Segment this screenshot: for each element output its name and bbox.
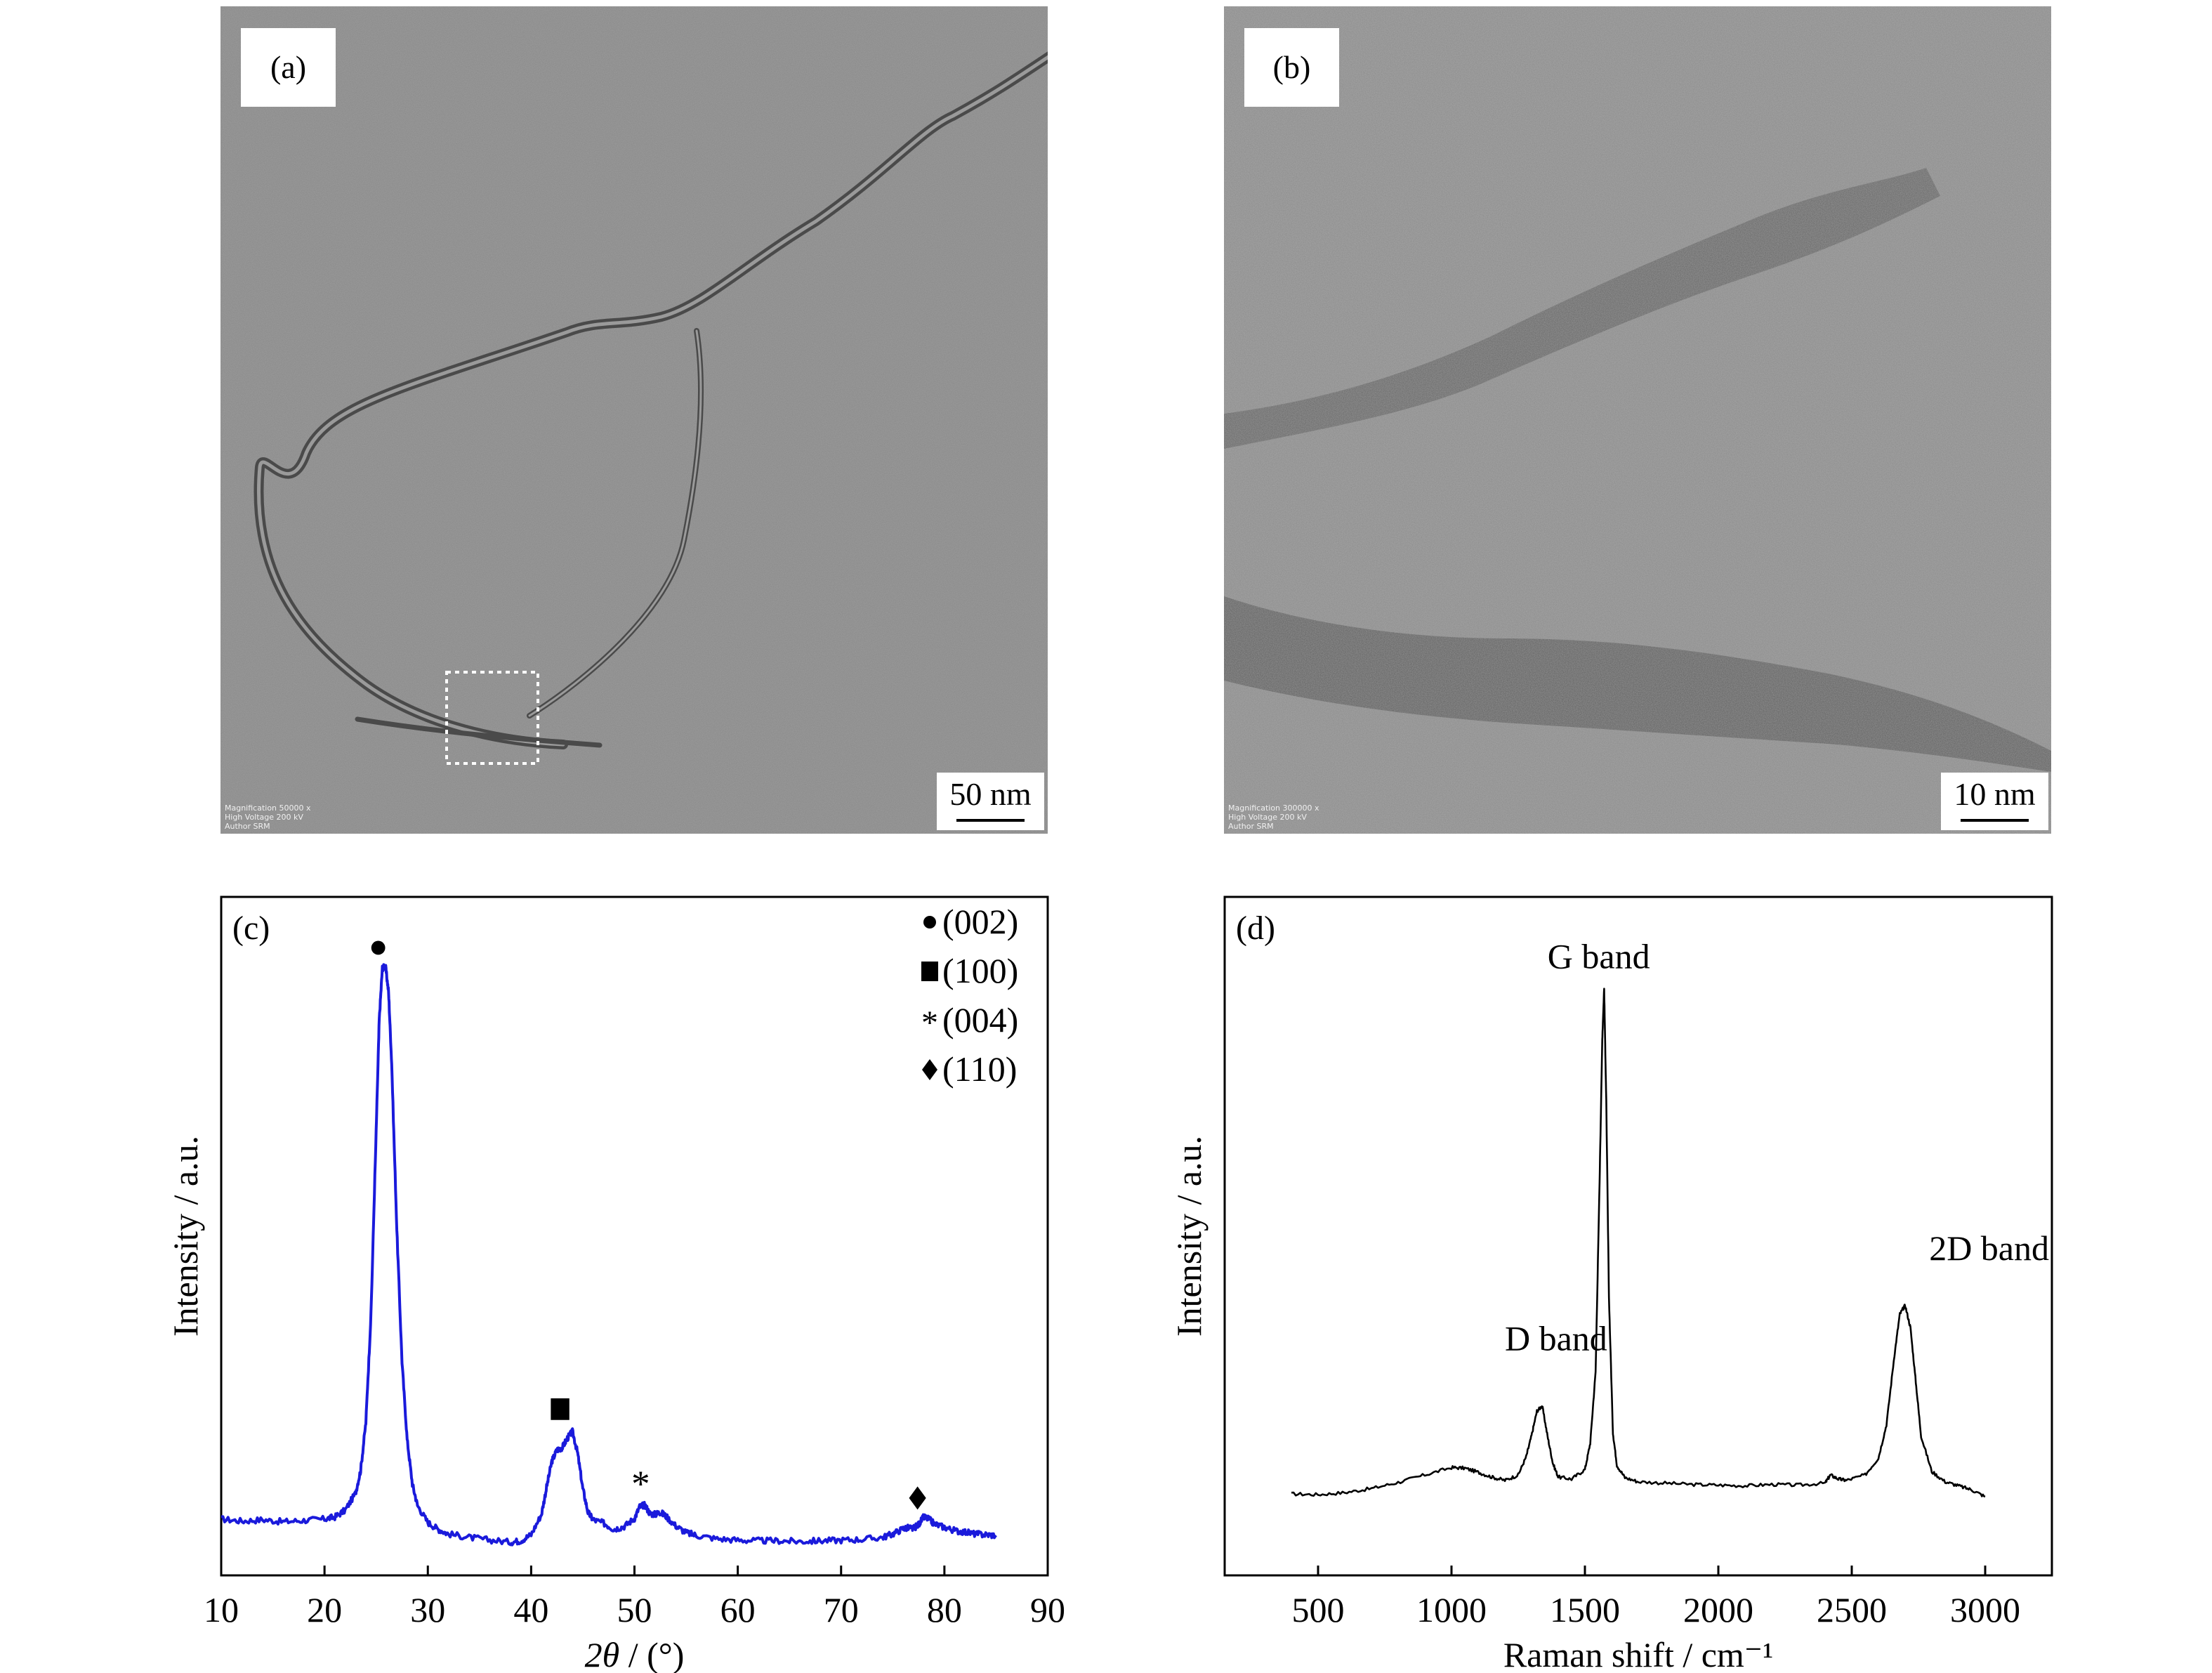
legend-symbol-diamond bbox=[922, 1059, 937, 1080]
x-tick-label-d: 3000 bbox=[1950, 1590, 2020, 1629]
chart-d: 500 1000 1500 2000 2500 3000 Raman shift / cm⁻… bbox=[1169, 895, 2053, 1673]
series-line-d bbox=[1291, 988, 1986, 1498]
y-axis-label-c: Intensity / a.u. bbox=[166, 1136, 205, 1337]
x-tick-label-d: 2000 bbox=[1683, 1590, 1753, 1629]
tem-image-a bbox=[220, 6, 1048, 834]
legend-label: (100) bbox=[942, 951, 1018, 990]
x-tick-label-c: 20 bbox=[307, 1590, 342, 1629]
panel-label-a: (a) bbox=[241, 28, 336, 107]
microscope-meta-a: Magnification 50000 x High Voltage 200 k… bbox=[225, 803, 311, 831]
legend-label: (004) bbox=[942, 1000, 1018, 1039]
plot-frame-d bbox=[1223, 895, 2053, 1577]
x-axis-label-c: 2θ / (°) bbox=[585, 1635, 685, 1673]
band-annotation: D band bbox=[1505, 1318, 1607, 1358]
band-annotation: 2D band bbox=[1929, 1228, 2049, 1268]
y-axis-label-d: Intensity / a.u. bbox=[1169, 1136, 1209, 1337]
peak-marker-square bbox=[551, 1398, 570, 1420]
peak-marker-asterisk: * bbox=[631, 1464, 650, 1505]
x-tick-label-c: 80 bbox=[927, 1590, 962, 1629]
tem-image-b bbox=[1224, 6, 2051, 834]
chart-c: 10 20 30 40 50 60 70 80 90 2θ / (°) Intensity / a.… bbox=[166, 895, 1065, 1673]
series-line-c bbox=[221, 963, 997, 1547]
peak-marker-diamond bbox=[909, 1486, 926, 1510]
peak-marker-circle bbox=[371, 940, 386, 955]
panel-label-d: (d) bbox=[1236, 910, 1275, 947]
legend-label: (002) bbox=[942, 902, 1018, 941]
x-tick-label-c: 70 bbox=[824, 1590, 859, 1629]
scale-bar-line-b bbox=[1961, 819, 2029, 822]
x-tick-label-c: 30 bbox=[410, 1590, 445, 1629]
legend-symbol-square bbox=[921, 962, 938, 981]
panel-label-b: (b) bbox=[1244, 28, 1339, 107]
x-tick-label-d: 1500 bbox=[1550, 1590, 1620, 1629]
scale-bar-a: 50 nm bbox=[937, 773, 1044, 830]
scale-bar-b: 10 nm bbox=[1941, 773, 2048, 830]
legend-symbol-asterisk: * bbox=[921, 1004, 938, 1042]
x-axis-label-italic: 2θ bbox=[585, 1635, 620, 1673]
x-axis-label-rest: / (°) bbox=[619, 1635, 684, 1673]
tem-micrograph-a bbox=[220, 6, 1048, 834]
x-tick-label-d: 1000 bbox=[1416, 1590, 1487, 1629]
scale-bar-label-b: 10 nm bbox=[1954, 776, 2036, 812]
x-axis-label-d: Raman shift / cm⁻¹ bbox=[1503, 1635, 1773, 1673]
scale-bar-line-a bbox=[956, 819, 1025, 822]
x-tick-label-c: 50 bbox=[617, 1590, 652, 1629]
legend-label: (110) bbox=[942, 1049, 1017, 1089]
x-tick-label-c: 60 bbox=[720, 1590, 756, 1629]
x-tick-label-c: 10 bbox=[204, 1590, 239, 1629]
x-tick-label-d: 2500 bbox=[1817, 1590, 1887, 1629]
x-tick-label-c: 90 bbox=[1030, 1590, 1065, 1629]
selection-box bbox=[445, 671, 539, 765]
x-tick-label-d: 500 bbox=[1292, 1590, 1345, 1629]
plot-frame-c bbox=[220, 895, 1049, 1577]
legend-symbol-circle bbox=[923, 916, 936, 929]
panel-label-c: (c) bbox=[232, 910, 270, 947]
scale-bar-label-a: 50 nm bbox=[949, 776, 1032, 812]
tem-micrograph-b bbox=[1224, 6, 2051, 834]
x-tick-label-c: 40 bbox=[513, 1590, 548, 1629]
band-annotation: G band bbox=[1548, 936, 1650, 976]
microscope-meta-b: Magnification 300000 x High Voltage 200 … bbox=[1228, 803, 1319, 831]
